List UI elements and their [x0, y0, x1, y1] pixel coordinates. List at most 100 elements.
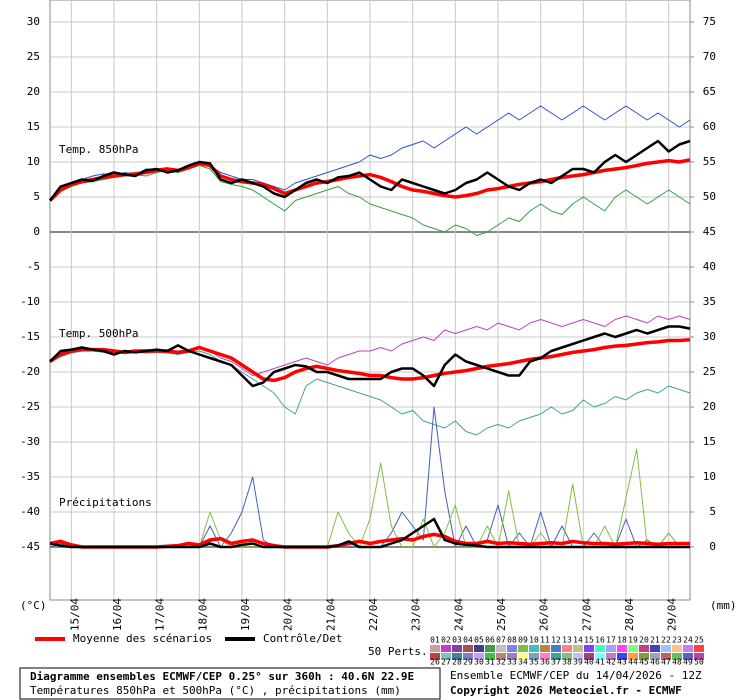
perturbation-number: 20 [639, 636, 649, 645]
x-tick-label: 16/04 [111, 598, 124, 631]
perturbation-swatch [584, 653, 594, 660]
x-tick-label: 21/04 [324, 598, 337, 631]
perturbation-number: 45 [639, 658, 649, 667]
perturbation-swatch [562, 645, 572, 652]
series-line [49, 325, 691, 388]
perturbation-number: 34 [518, 658, 528, 667]
footer-title: Diagramme ensembles ECMWF/CEP 0.25° sur … [30, 670, 414, 683]
perturbation-number: 01 [430, 636, 440, 645]
x-tick-label: 17/04 [154, 598, 167, 631]
y2-tick-label: 45 [703, 225, 716, 238]
perturbation-number: 27 [441, 658, 451, 667]
perturbation-number: 22 [661, 636, 671, 645]
perturbation-number: 16 [595, 636, 605, 645]
y2-tick-label: 5 [709, 505, 716, 518]
x-tick-label: 25/04 [495, 598, 508, 631]
y2-tick-label: 65 [703, 85, 716, 98]
perturbation-swatch [496, 645, 506, 652]
y-tick-label: 30 [27, 15, 40, 28]
perturbation-swatch [518, 653, 528, 660]
perturbation-number: 44 [628, 658, 638, 667]
y2-unit: (mm) [710, 599, 737, 612]
perturbation-swatch [661, 653, 671, 660]
perturbation-swatch [540, 645, 550, 652]
perturbation-swatch [606, 653, 616, 660]
y-tick-label: -35 [20, 470, 40, 483]
y-tick-label: -20 [20, 365, 40, 378]
x-tick-label: 29/04 [666, 598, 679, 631]
perturbation-swatch [628, 653, 638, 660]
perturbation-swatch [452, 653, 462, 660]
perturbation-number: 26 [430, 658, 440, 667]
perturbation-number: 31 [485, 658, 495, 667]
perturbation-swatch [529, 653, 539, 660]
perturbation-swatch [485, 653, 495, 660]
copyright: Copyright 2026 Meteociel.fr - ECMWF [450, 684, 682, 697]
perturbation-swatch [595, 653, 605, 660]
perturbation-number: 50 [694, 658, 704, 667]
perturbation-number: 37 [551, 658, 561, 667]
perturbation-swatch [584, 645, 594, 652]
y-tick-label: -30 [20, 435, 40, 448]
perturbation-number: 33 [507, 658, 517, 667]
perturbation-swatch [650, 653, 660, 660]
panel-label: Temp. 500hPa [59, 327, 138, 340]
perturbation-label: 50 Perts. [368, 645, 428, 658]
perturbation-swatch [551, 653, 561, 660]
x-tick-label: 18/04 [196, 598, 209, 631]
perturbation-number: 17 [606, 636, 616, 645]
perturbation-swatch [551, 645, 561, 652]
y-tick-label: -15 [20, 330, 40, 343]
perturbation-swatch [485, 645, 495, 652]
perturbation-number: 46 [650, 658, 660, 667]
y2-tick-label: 70 [703, 50, 716, 63]
y-tick-label: -25 [20, 400, 40, 413]
y2-tick-label: 20 [703, 400, 716, 413]
x-tick-label: 20/04 [282, 598, 295, 631]
perturbation-number: 36 [540, 658, 550, 667]
perturbation-swatch [694, 645, 704, 652]
perturbation-swatch [441, 645, 451, 652]
x-tick-label: 15/04 [68, 598, 81, 631]
panel-label: Précipitations [59, 496, 152, 509]
y-tick-label: 25 [27, 50, 40, 63]
y2-tick-label: 40 [703, 260, 716, 273]
perturbation-number: 40 [584, 658, 594, 667]
perturbation-number: 06 [485, 636, 495, 645]
perturbation-number: 48 [672, 658, 682, 667]
y2-tick-label: 0 [709, 540, 716, 553]
y-tick-label: -5 [27, 260, 40, 273]
y-tick-label: 20 [27, 85, 40, 98]
perturbation-number: 47 [661, 658, 671, 667]
perturbation-swatch [507, 653, 517, 660]
perturbation-number: 08 [507, 636, 517, 645]
series-line [49, 139, 691, 202]
y2-tick-label: 10 [703, 470, 716, 483]
perturbation-swatch [562, 653, 572, 660]
perturbation-swatch [463, 653, 473, 660]
perturbation-swatch [463, 645, 473, 652]
perturbation-swatch [606, 645, 616, 652]
perturbation-swatch [540, 653, 550, 660]
perturbation-number: 21 [650, 636, 660, 645]
footer-subtitle: Températures 850hPa et 500hPa (°C) , pré… [30, 684, 401, 697]
perturbation-swatch [617, 653, 627, 660]
x-tick-label: 22/04 [367, 598, 380, 631]
perturbation-number: 25 [694, 636, 704, 645]
perturbation-number: 04 [463, 636, 473, 645]
footer-box [19, 667, 441, 700]
series-line [49, 338, 691, 383]
perturbation-number: 39 [573, 658, 583, 667]
perturbation-swatch [430, 645, 440, 652]
y2-tick-label: 75 [703, 15, 716, 28]
perturbation-number: 02 [441, 636, 451, 645]
perturbation-swatch [573, 653, 583, 660]
legend-label: Contrôle/Det [263, 632, 342, 645]
perturbation-number: 15 [584, 636, 594, 645]
perturbation-swatch [694, 653, 704, 660]
x-tick-label: 26/04 [538, 598, 551, 631]
perturbation-number: 07 [496, 636, 506, 645]
perturbation-swatch [441, 653, 451, 660]
y-tick-label: 0 [33, 225, 40, 238]
y-tick-label: -40 [20, 505, 40, 518]
